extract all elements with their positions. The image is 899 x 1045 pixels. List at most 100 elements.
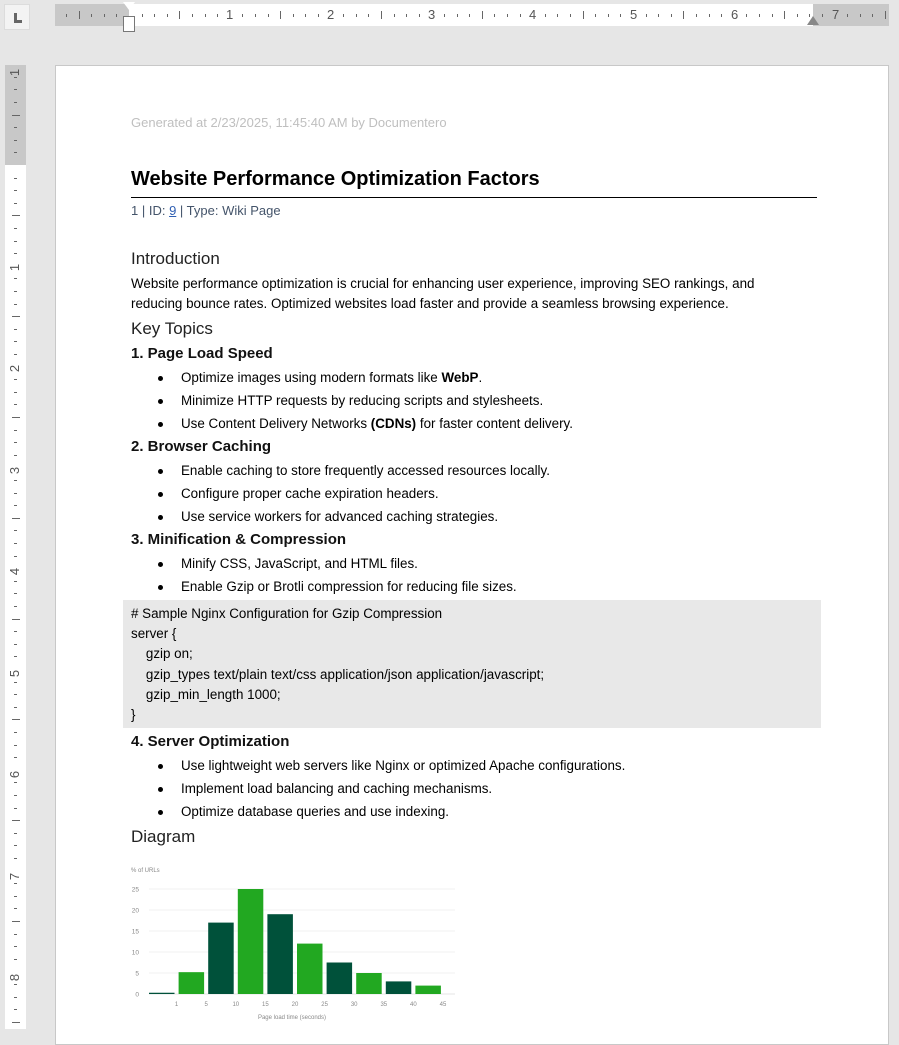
ruler-tick: [519, 14, 521, 17]
ruler-tick: [14, 202, 17, 204]
right-indent-marker[interactable]: [807, 16, 819, 25]
ruler-number: 4: [529, 7, 537, 22]
ruler-tick: [14, 76, 17, 78]
y-tick-label: 25: [132, 887, 140, 894]
right-margin-area: [813, 4, 889, 26]
list-item: Implement load balancing and caching mec…: [181, 781, 492, 796]
ruler-tick: [570, 14, 571, 17]
ruler-tick: [14, 228, 17, 229]
x-tick-label: 40: [410, 1002, 417, 1008]
document-page[interactable]: [55, 65, 889, 1045]
left-indent-marker[interactable]: [123, 16, 135, 32]
ruler-tick: [14, 240, 17, 242]
list-item-text: Use service workers for advanced caching…: [181, 509, 499, 524]
ruler-tick: [771, 14, 773, 17]
ruler-tick: [14, 832, 17, 834]
ruler-tick: [14, 530, 17, 532]
ruler-tick: [14, 580, 17, 582]
x-tick-label: 20: [292, 1002, 299, 1008]
bar: [178, 972, 205, 994]
ruler-tick: [14, 253, 17, 255]
ruler-tick: [12, 618, 20, 620]
section-heading: 3. Minification & Compression: [131, 531, 347, 548]
bullet-icon: [158, 399, 163, 404]
list-item-text: Enable Gzip or Brotli compression for re…: [181, 579, 517, 594]
ruler-tick: [12, 1021, 20, 1023]
horizontal-ruler[interactable]: 1 2 3 4 5 6 7: [55, 2, 889, 32]
section-heading: 1. Page Load Speed: [131, 345, 273, 362]
bullet-icon: [158, 376, 163, 381]
ruler-tick: [14, 89, 17, 91]
ruler-tick: [14, 984, 17, 985]
section-heading: 4. Server Optimization: [131, 733, 290, 750]
code-line: }: [131, 707, 136, 722]
ruler-tick: [14, 946, 17, 948]
list-item: Optimize images using modern formats lik…: [181, 370, 482, 385]
ruler-number: 3: [428, 7, 436, 22]
ruler-tick: [14, 908, 17, 910]
first-line-indent-marker[interactable]: [123, 2, 135, 10]
list-item: Minimize HTTP requests by reducing scrip…: [181, 393, 543, 408]
ruler-tick: [14, 303, 17, 305]
ruler-tick: [14, 354, 17, 355]
ruler-tick: [14, 631, 17, 633]
ruler-tick: [607, 14, 609, 17]
list-item-text: Optimize database queries and use indexi…: [181, 804, 449, 819]
ruler-tick: [14, 480, 17, 481]
code-line: # Sample Nginx Configuration for Gzip Co…: [131, 606, 443, 621]
ruler-number: 7: [832, 7, 840, 22]
ruler-tick: [418, 14, 420, 17]
bar: [208, 922, 234, 994]
bar: [356, 973, 382, 994]
bar: [326, 962, 353, 994]
ruler-tick: [469, 14, 471, 17]
code-line: gzip_min_length 1000;: [131, 686, 281, 702]
ruler-tick: [381, 11, 382, 19]
ruler-tick: [796, 14, 798, 17]
ruler-tick: [746, 14, 748, 17]
ruler-tick: [14, 606, 17, 607]
list-item: Optimize database queries and use indexi…: [181, 804, 449, 819]
ruler-tick: [267, 14, 269, 17]
ruler-tick: [14, 845, 17, 847]
ruler-tick: [14, 744, 17, 746]
ruler-tick: [14, 555, 17, 557]
tab-selector-button[interactable]: [4, 4, 30, 30]
intro-line: Website performance optimization is cruc…: [131, 276, 755, 291]
bar: [297, 943, 323, 994]
ruler-tick: [255, 14, 256, 17]
ruler-number: 4: [7, 567, 23, 576]
list-item: Enable caching to store frequently acces…: [181, 463, 550, 478]
vertical-ruler[interactable]: 1 1 2 3 4 5 6 7 8: [5, 65, 26, 1029]
ruler-tick: [557, 14, 559, 17]
list-item-text: Implement load balancing and caching mec…: [181, 781, 493, 796]
ruler-tick: [645, 14, 647, 17]
ruler-tick: [14, 958, 17, 960]
ruler-tick: [12, 921, 20, 922]
ruler-tick: [14, 895, 17, 897]
bullet-icon: [158, 492, 163, 497]
ruler-tick: [12, 316, 20, 318]
ruler-tick: [721, 14, 723, 17]
y-axis-label: % of URLs: [131, 868, 160, 874]
ruler-tick: [14, 442, 17, 444]
ruler-tick: [14, 404, 17, 406]
ruler-tick: [14, 933, 17, 935]
bullet-icon: [158, 422, 163, 427]
ruler-number: 2: [327, 7, 335, 22]
id-link[interactable]: 9: [169, 203, 177, 218]
ruler-tick: [343, 14, 345, 17]
ruler-tick: [784, 11, 786, 19]
x-tick-label: 25: [321, 1002, 328, 1008]
y-tick-label: 0: [135, 992, 139, 999]
ruler-number: 8: [7, 973, 23, 982]
bullet-icon: [158, 810, 163, 815]
ruler-tick: [444, 14, 445, 17]
ruler-tick: [859, 14, 861, 17]
diagram-heading: Diagram: [131, 827, 196, 846]
ruler-tick: [494, 14, 496, 17]
ruler-tick: [544, 14, 546, 17]
bullet-icon: [158, 515, 163, 520]
bullet-icon: [158, 562, 163, 567]
x-tick-label: 35: [380, 1002, 387, 1008]
